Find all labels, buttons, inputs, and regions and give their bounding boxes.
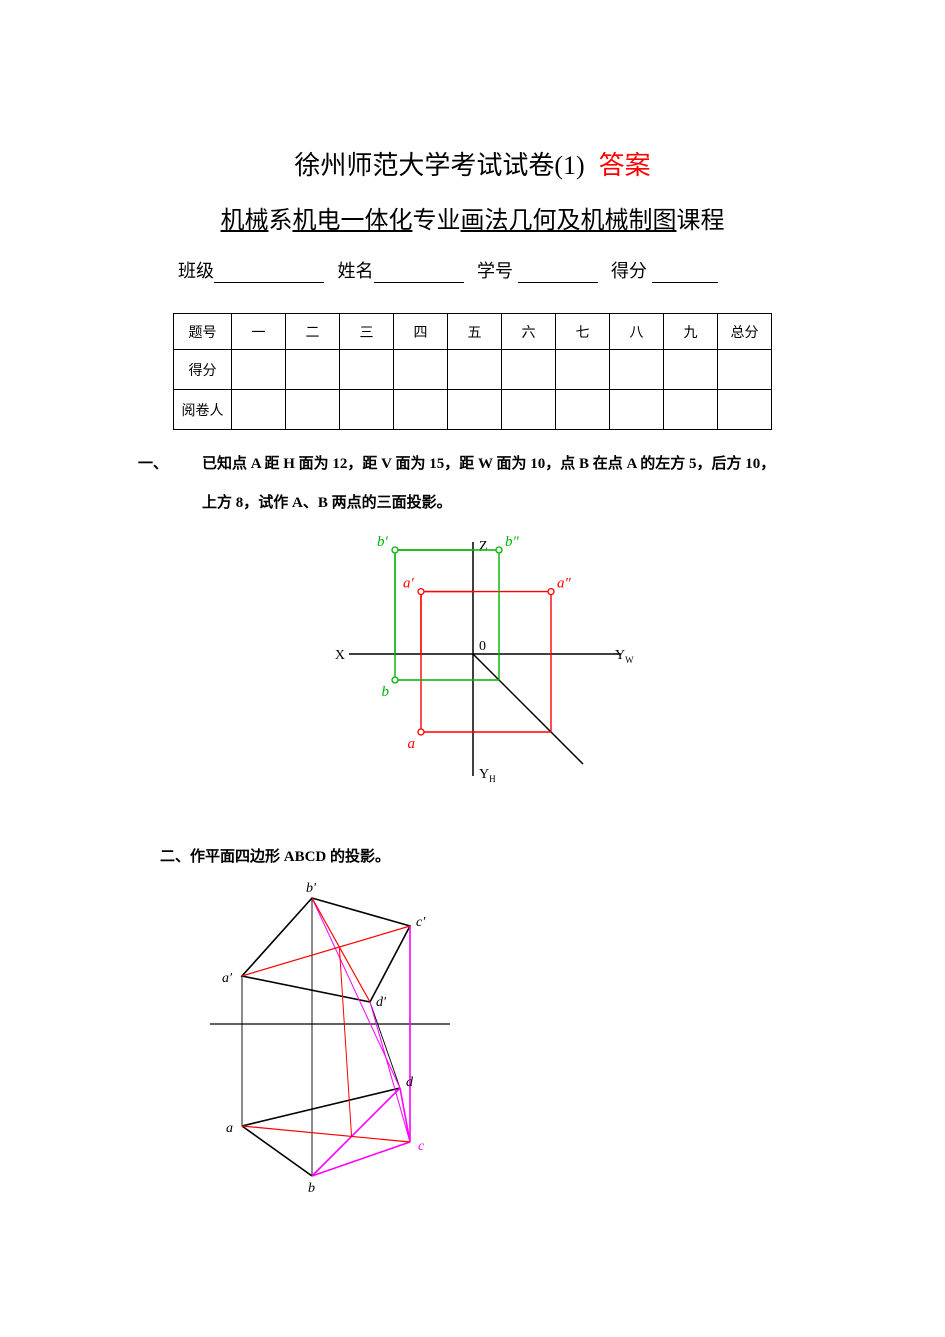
table-cell: 六 (502, 314, 556, 350)
name-blank (374, 265, 464, 283)
class-label: 班级 (178, 261, 214, 281)
svg-text:a: a (407, 736, 415, 752)
table-row-label: 题号 (174, 314, 232, 350)
table-cell (340, 390, 394, 430)
q1-number: 一、 (138, 448, 202, 481)
table-cell (286, 390, 340, 430)
score-blank (652, 265, 718, 283)
diagram1-svg: Z X 0 YW YH a′ a″ a b′ b″ b (303, 524, 643, 804)
svg-text:c′: c′ (416, 915, 426, 930)
table-cell (610, 390, 664, 430)
subtitle: 机械系机电一体化专业画法几何及机械制图课程 (0, 200, 945, 235)
table-cell: 二 (286, 314, 340, 350)
svg-text:d: d (406, 1075, 414, 1090)
diagram1-container: Z X 0 YW YH a′ a″ a b′ b″ b (0, 524, 945, 809)
score-table: 题号一二三四五六七八九总分得分阅卷人 (173, 313, 772, 430)
q1-line1: 一、已知点 A 距 H 面为 12，距 V 面为 15，距 W 面为 10，点 … (0, 448, 945, 481)
table-cell: 四 (394, 314, 448, 350)
table-cell (232, 390, 286, 430)
table-cell (394, 350, 448, 390)
table-cell: 五 (448, 314, 502, 350)
svg-text:b: b (381, 684, 389, 700)
table-cell (718, 390, 772, 430)
svg-text:YH: YH (479, 767, 496, 784)
id-label: 学号 (477, 261, 513, 281)
svg-text:b″: b″ (505, 534, 520, 550)
course-suffix: 课程 (677, 208, 725, 234)
svg-text:b′: b′ (377, 534, 389, 550)
svg-text:a′: a′ (403, 576, 415, 592)
table-cell (556, 350, 610, 390)
answer-label: 答案 (599, 151, 651, 180)
score-label: 得分 (611, 261, 647, 281)
table-cell: 九 (664, 314, 718, 350)
main-title: 徐州师范大学考试试卷(1) (294, 151, 584, 180)
course-underlined: 画法几何及机械制图 (461, 208, 677, 234)
table-cell: 一 (232, 314, 286, 350)
title-row: 徐州师范大学考试试卷(1) 答案 (0, 145, 945, 182)
table-cell (448, 390, 502, 430)
table-cell: 七 (556, 314, 610, 350)
table-cell (232, 350, 286, 390)
svg-text:b′: b′ (306, 881, 317, 896)
q2-text: 二、作平面四边形 ABCD 的投影。 (0, 845, 945, 866)
table-row-label: 阅卷人 (174, 390, 232, 430)
dept-underlined: 机械 (221, 208, 269, 234)
svg-text:b: b (308, 1181, 315, 1194)
table-cell (448, 350, 502, 390)
table-cell (718, 350, 772, 390)
table-cell (340, 350, 394, 390)
svg-text:a′: a′ (222, 971, 233, 986)
svg-text:X: X (334, 648, 344, 663)
dept-suffix: 系 (269, 208, 293, 234)
table-cell (610, 350, 664, 390)
table-cell (394, 390, 448, 430)
major-underlined: 机电一体化 (293, 208, 413, 234)
svg-text:0: 0 (479, 639, 486, 654)
table-cell: 三 (340, 314, 394, 350)
svg-text:c: c (418, 1139, 425, 1154)
major-suffix: 专业 (413, 208, 461, 234)
table-cell: 总分 (718, 314, 772, 350)
svg-text:YW: YW (615, 648, 634, 665)
table-cell (502, 350, 556, 390)
svg-text:a: a (226, 1121, 233, 1136)
name-label: 姓名 (338, 261, 374, 281)
q1-line2: 上方 8，试作 A、B 两点的三面投影。 (0, 491, 945, 512)
q1-text1: 已知点 A 距 H 面为 12，距 V 面为 15，距 W 面为 10，点 B … (202, 456, 775, 472)
table-cell (556, 390, 610, 430)
table-cell (502, 390, 556, 430)
svg-text:Z: Z (479, 539, 488, 554)
table-cell (664, 390, 718, 430)
svg-text:d′: d′ (376, 995, 387, 1010)
svg-text:a″: a″ (557, 576, 572, 592)
table-cell (286, 350, 340, 390)
diagram2-container: a′ b′ c′ d′ a b d c (0, 874, 945, 1199)
table-cell: 八 (610, 314, 664, 350)
table-cell (664, 350, 718, 390)
form-row: 班级 姓名 学号 得分 (0, 257, 945, 283)
id-blank (518, 265, 598, 283)
table-row-label: 得分 (174, 350, 232, 390)
class-blank (214, 265, 324, 283)
diagram2-svg: a′ b′ c′ d′ a b d c (200, 874, 460, 1194)
